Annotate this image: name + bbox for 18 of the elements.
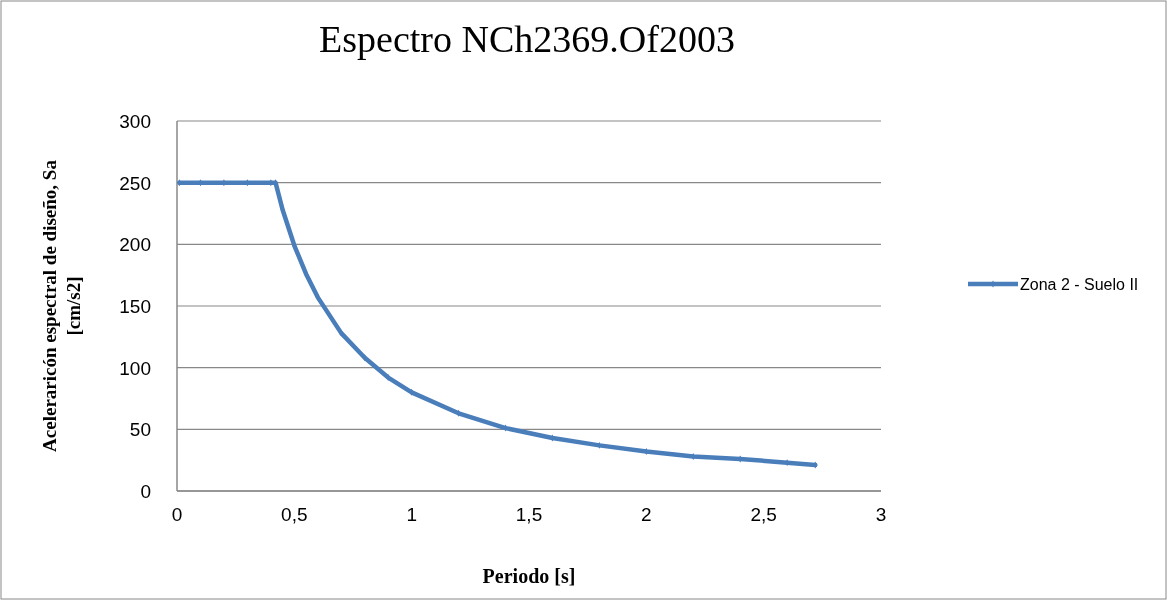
x-tick-label: 0 bbox=[171, 504, 183, 525]
x-axis-title: Periodo [s] bbox=[482, 565, 576, 587]
y-tick-label: 150 bbox=[119, 296, 151, 317]
x-tick-label: 1,5 bbox=[515, 504, 543, 525]
y-tick-label: 300 bbox=[119, 111, 151, 132]
y-axis-title: Aceleraricón espectral de diseño, Sa [cm/s2] bbox=[39, 159, 84, 452]
x-tick-label: 2,5 bbox=[750, 504, 777, 525]
legend-label: Zona 2 - Suelo II bbox=[1020, 276, 1139, 293]
x-tick-label: 2 bbox=[641, 504, 652, 525]
y-tick-label: 50 bbox=[129, 419, 151, 441]
y-tick-label: 250 bbox=[119, 172, 151, 194]
x-tick-label: 1 bbox=[406, 504, 417, 525]
y-tick-label: 200 bbox=[119, 234, 151, 256]
y-tick-label: 0 bbox=[140, 481, 151, 502]
chart-title: Espectro NCh2369.Of2003 bbox=[319, 18, 735, 60]
x-tick-label: 0,5 bbox=[281, 504, 308, 525]
y-tick-label: 100 bbox=[119, 357, 151, 379]
x-tick-label: 3 bbox=[875, 504, 887, 525]
